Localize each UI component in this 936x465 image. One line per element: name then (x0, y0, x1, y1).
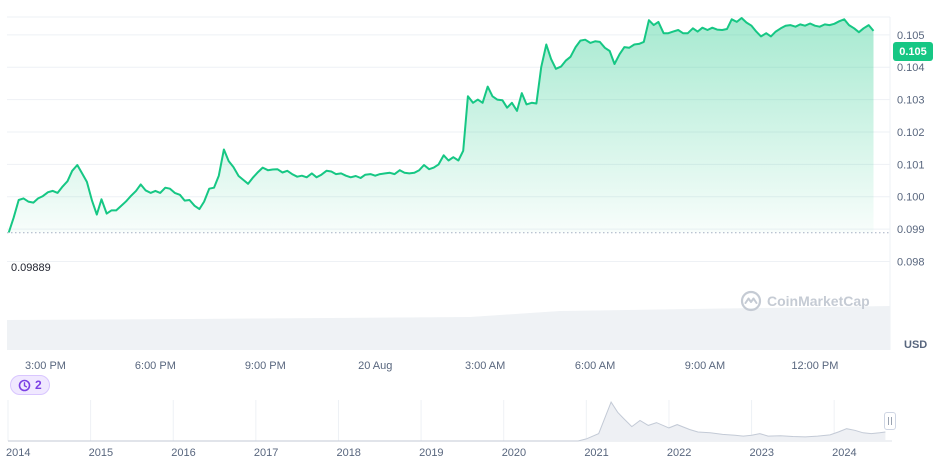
navigator-year-label: 2021 (584, 447, 608, 459)
x-tick-label: 9:00 PM (245, 360, 286, 372)
x-tick-label: 6:00 PM (135, 360, 176, 372)
y-tick-label: 0.105 (897, 30, 925, 42)
y-tick-label: 0.104 (897, 62, 925, 74)
navigator-year-label: 2016 (171, 447, 195, 459)
events-count: 2 (35, 378, 42, 392)
history-icon (18, 379, 31, 391)
price-line (7, 17, 875, 233)
x-axis: 3:00 PM 6:00 PM 9:00 PM 20 Aug 3:00 AM 6:00 A… (25, 360, 838, 372)
y-tick-label: 0.100 (897, 192, 925, 204)
x-tick-label: 3:00 PM (25, 360, 66, 372)
x-tick-label: 12:00 PM (791, 360, 838, 372)
volume-area (7, 306, 890, 350)
current-price-label: 0.105 (893, 42, 933, 61)
navigator-handle[interactable] (884, 412, 896, 430)
y-axis: 0.105 0.104 0.103 0.102 0.101 0.100 0.099 0.098 (897, 30, 925, 269)
x-tick-label: 6:00 AM (575, 360, 615, 372)
y-tick-label: 0.103 (897, 95, 925, 107)
navigator-year-label: 2019 (419, 447, 443, 459)
navigator-year-label: 2023 (750, 447, 774, 459)
navigator-year-label: 2024 (832, 447, 856, 459)
volume-bars (7, 306, 890, 350)
price-area-fill (8, 18, 874, 233)
navigator-line (8, 401, 886, 442)
navigator-year-label: 2018 (336, 447, 360, 459)
y-tick-label: 0.099 (897, 224, 925, 236)
currency-label: USD (904, 339, 928, 351)
y-tick-label: 0.098 (897, 257, 925, 269)
events-badge[interactable]: 2 (10, 375, 50, 395)
watermark-text: CoinMarketCap (767, 293, 870, 309)
navigator[interactable]: 2014 2015 2016 2017 2018 2019 2020 2021 2022 2023… (6, 400, 892, 459)
x-tick-label: 9:00 AM (685, 360, 725, 372)
navigator-year-label: 2017 (254, 447, 278, 459)
navigator-year-label: 2020 (502, 447, 526, 459)
area-layer (7, 17, 875, 233)
navigator-year-label: 2022 (667, 447, 691, 459)
x-tick-label: 3:00 AM (465, 360, 505, 372)
reference-price-label: 0.09889 (11, 262, 51, 274)
navigator-year-label: 2015 (89, 447, 113, 459)
navigator-year-label: 2014 (6, 447, 30, 459)
navigator-area (8, 402, 886, 441)
y-tick-label: 0.102 (897, 127, 925, 139)
x-tick-label: 20 Aug (358, 360, 392, 372)
watermark: CoinMarketCap (740, 290, 870, 312)
coinmarketcap-logo-icon (740, 290, 762, 312)
y-tick-label: 0.101 (897, 159, 925, 171)
